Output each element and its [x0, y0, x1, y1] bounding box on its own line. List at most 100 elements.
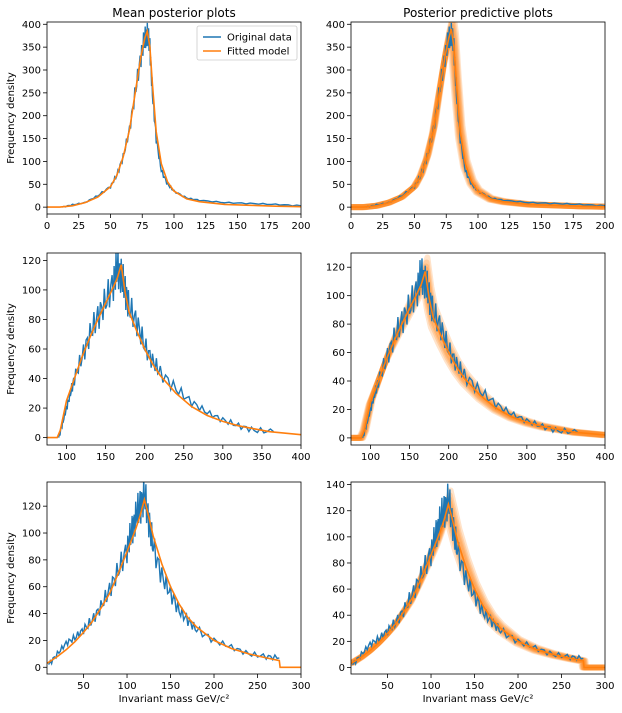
- y-tick-label: 350: [326, 43, 345, 54]
- posterior-band: [351, 487, 605, 671]
- x-tick-label: 200: [595, 221, 614, 232]
- y-tick-label: 20: [332, 637, 345, 648]
- x-tick-label: 150: [228, 221, 247, 232]
- x-tick-label: 50: [77, 681, 90, 692]
- y-tick-label: 300: [22, 66, 41, 77]
- band-sample: [351, 23, 605, 211]
- y-tick-label: 100: [326, 157, 345, 168]
- x-tick-label: 200: [135, 452, 154, 463]
- subplot-r1c2: 0 25 50 75 100 125 150 175 200 0 50 100 150 200 250 300…: [326, 20, 615, 232]
- posterior-band: [351, 22, 605, 211]
- y-tick-label: 120: [326, 263, 345, 274]
- subplot-r3c2: 50 100 150 200 250 300 0 20 40 60 80 100 120 140 Invar…: [326, 480, 615, 705]
- y-tick-label: 120: [22, 256, 41, 267]
- y-tick-label: 120: [326, 506, 345, 517]
- x-tick-label: 175: [260, 221, 279, 232]
- y-tick-label: 40: [28, 374, 41, 385]
- y-tick-label: 80: [332, 558, 345, 569]
- y-tick-label: 60: [332, 585, 345, 596]
- legend-entry: Fitted model: [227, 47, 289, 58]
- y-axis-label: Frequency density: [6, 72, 17, 164]
- x-tick-label: 100: [361, 452, 380, 463]
- subplot-r2c1: 100 150 200 250 300 350 400 0 20 40 60 80 100 120 Freq…: [6, 252, 311, 463]
- axes-frame: [46, 481, 302, 675]
- y-tick-label: 20: [332, 405, 345, 416]
- x-tick-label: 250: [478, 452, 497, 463]
- y-tick-label: 60: [28, 345, 41, 356]
- x-tick-label: 150: [400, 452, 419, 463]
- legend: Original data Fitted model: [196, 25, 298, 61]
- x-tick-label: 50: [381, 681, 394, 692]
- x-tick-label: 150: [96, 452, 115, 463]
- y-tick-label: 0: [339, 663, 345, 674]
- y-tick-label: 100: [22, 157, 41, 168]
- series-fitted-model: [351, 271, 605, 439]
- x-tick-label: 250: [248, 681, 267, 692]
- series-fitted-model: [47, 27, 301, 208]
- x-tick-label: 100: [164, 221, 183, 232]
- y-tick-label: 0: [339, 433, 345, 444]
- x-tick-label: 150: [161, 681, 180, 692]
- plot-area: [351, 254, 605, 441]
- y-tick-label: 80: [28, 555, 41, 566]
- x-tick-label: 0: [348, 221, 354, 232]
- x-tick-label: 200: [204, 681, 223, 692]
- y-tick-label: 50: [28, 180, 41, 191]
- posterior-band: [351, 254, 605, 441]
- plot-area: [47, 22, 301, 208]
- y-tick-label: 0: [35, 433, 41, 444]
- series-fitted-model: [351, 28, 605, 208]
- plot-area: [47, 253, 301, 439]
- column-title-left: Mean posterior plots: [112, 6, 235, 20]
- series-original-data: [362, 258, 579, 439]
- y-tick-label: 100: [326, 532, 345, 543]
- x-tick-label: 400: [291, 452, 310, 463]
- series-fitted-model: [47, 496, 301, 669]
- series-fitted-model: [351, 501, 605, 669]
- band-sample: [351, 22, 605, 211]
- series-fitted-model: [47, 264, 301, 439]
- axes-frame: [350, 481, 606, 675]
- x-tick-label: 75: [440, 221, 453, 232]
- y-tick-label: 150: [326, 134, 345, 145]
- x-tick-label: 125: [196, 221, 215, 232]
- x-tick-label: 125: [500, 221, 519, 232]
- x-tick-label: 350: [556, 452, 575, 463]
- y-tick-label: 120: [22, 502, 41, 513]
- x-tick-label: 300: [291, 681, 310, 692]
- y-tick-label: 250: [326, 88, 345, 99]
- x-tick-label: 200: [439, 452, 458, 463]
- y-tick-label: 40: [332, 377, 345, 388]
- y-tick-label: 60: [332, 348, 345, 359]
- x-tick-label: 300: [595, 681, 614, 692]
- x-tick-label: 150: [532, 221, 551, 232]
- plot-area: [351, 22, 605, 211]
- axes-frame: [350, 252, 606, 446]
- y-tick-label: 250: [22, 88, 41, 99]
- legend-entry: Original data: [227, 33, 292, 44]
- y-axis-label: Frequency density: [6, 303, 17, 395]
- x-tick-label: 25: [376, 221, 389, 232]
- y-tick-label: 100: [22, 529, 41, 540]
- x-tick-label: 300: [517, 452, 536, 463]
- x-tick-label: 50: [104, 221, 117, 232]
- y-tick-label: 100: [22, 285, 41, 296]
- band-sample: [352, 22, 605, 211]
- subplot-r2c2: 100 150 200 250 300 350 400 0 20 40 60 80 100 120: [326, 252, 615, 463]
- y-tick-label: 400: [326, 20, 345, 31]
- y-tick-label: 200: [22, 111, 41, 122]
- y-tick-label: 40: [28, 609, 41, 620]
- y-tick-label: 80: [28, 315, 41, 326]
- y-tick-label: 100: [326, 291, 345, 302]
- series-original-data: [58, 253, 275, 438]
- x-tick-label: 0: [44, 221, 50, 232]
- x-tick-label: 200: [508, 681, 527, 692]
- x-tick-label: 75: [136, 221, 149, 232]
- y-tick-label: 300: [326, 66, 345, 77]
- series-original-data: [365, 22, 605, 208]
- y-tick-label: 80: [332, 320, 345, 331]
- band-sample: [351, 487, 605, 671]
- series-original-data: [48, 482, 280, 666]
- y-tick-label: 150: [22, 134, 41, 145]
